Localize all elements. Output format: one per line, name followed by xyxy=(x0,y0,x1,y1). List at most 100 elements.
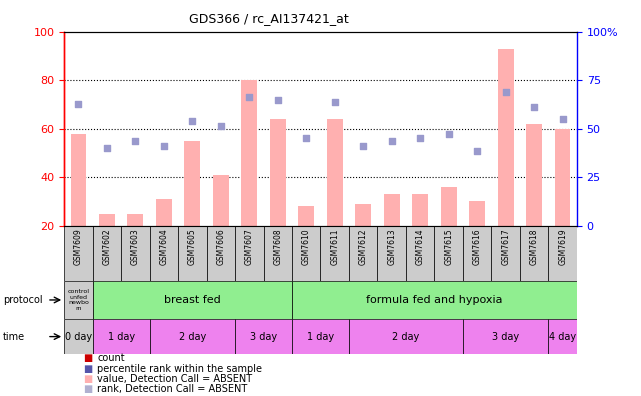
Text: 4 day: 4 day xyxy=(549,331,576,342)
Text: GSM7614: GSM7614 xyxy=(416,228,425,265)
Text: GDS366 / rc_AI137421_at: GDS366 / rc_AI137421_at xyxy=(189,12,349,25)
Point xyxy=(159,143,169,149)
Bar xyxy=(92,281,292,319)
Text: GSM7606: GSM7606 xyxy=(216,228,225,265)
Bar xyxy=(463,319,549,354)
Text: breast fed: breast fed xyxy=(164,295,221,305)
Point xyxy=(387,138,397,144)
Point xyxy=(472,147,482,154)
Point xyxy=(73,101,83,108)
Bar xyxy=(526,124,542,274)
Bar xyxy=(384,194,399,274)
Point xyxy=(187,118,197,125)
Bar xyxy=(149,226,178,281)
Text: GSM7617: GSM7617 xyxy=(501,228,510,265)
Bar xyxy=(492,226,520,281)
Text: 3 day: 3 day xyxy=(250,331,277,342)
Bar xyxy=(498,49,513,274)
Bar xyxy=(206,226,235,281)
Bar xyxy=(549,319,577,354)
Text: GSM7605: GSM7605 xyxy=(188,228,197,265)
Bar xyxy=(292,319,349,354)
Bar xyxy=(71,133,86,274)
Text: GSM7607: GSM7607 xyxy=(245,228,254,265)
Bar xyxy=(92,226,121,281)
Text: GSM7602: GSM7602 xyxy=(103,228,112,265)
Text: 2 day: 2 day xyxy=(179,331,206,342)
Point xyxy=(215,123,226,129)
Bar xyxy=(64,226,92,281)
Text: GSM7612: GSM7612 xyxy=(359,228,368,265)
Bar xyxy=(441,187,456,274)
Point xyxy=(501,89,511,95)
Bar xyxy=(349,226,378,281)
Text: 1 day: 1 day xyxy=(307,331,334,342)
Bar xyxy=(263,226,292,281)
Bar xyxy=(299,206,314,274)
Text: ■: ■ xyxy=(83,374,92,384)
Point xyxy=(102,145,112,151)
Text: GSM7619: GSM7619 xyxy=(558,228,567,265)
Text: GSM7609: GSM7609 xyxy=(74,228,83,265)
Bar xyxy=(349,319,463,354)
Bar xyxy=(320,226,349,281)
Text: 2 day: 2 day xyxy=(392,331,420,342)
Text: ■: ■ xyxy=(83,353,92,364)
Bar xyxy=(355,204,371,274)
Bar xyxy=(156,199,172,274)
Point xyxy=(301,135,312,141)
Bar xyxy=(92,319,149,354)
Bar xyxy=(378,226,406,281)
Bar xyxy=(121,226,149,281)
Text: percentile rank within the sample: percentile rank within the sample xyxy=(97,364,262,374)
Text: GSM7618: GSM7618 xyxy=(529,228,538,265)
Bar xyxy=(235,226,263,281)
Text: GSM7615: GSM7615 xyxy=(444,228,453,265)
Point xyxy=(558,116,568,122)
Text: formula fed and hypoxia: formula fed and hypoxia xyxy=(366,295,503,305)
Bar xyxy=(242,80,257,274)
Text: count: count xyxy=(97,353,125,364)
Bar xyxy=(185,141,200,274)
Text: rank, Detection Call = ABSENT: rank, Detection Call = ABSENT xyxy=(97,384,247,394)
Text: 0 day: 0 day xyxy=(65,331,92,342)
Text: value, Detection Call = ABSENT: value, Detection Call = ABSENT xyxy=(97,374,253,384)
Bar xyxy=(292,281,577,319)
Bar xyxy=(327,119,342,274)
Bar xyxy=(520,226,549,281)
Bar xyxy=(99,213,115,274)
Point xyxy=(444,130,454,137)
Text: GSM7604: GSM7604 xyxy=(160,228,169,265)
Text: GSM7611: GSM7611 xyxy=(330,228,339,265)
Bar xyxy=(149,319,235,354)
Bar xyxy=(463,226,492,281)
Point xyxy=(130,138,140,144)
Point xyxy=(272,96,283,103)
Bar xyxy=(549,226,577,281)
Bar xyxy=(435,226,463,281)
Text: GSM7613: GSM7613 xyxy=(387,228,396,265)
Point xyxy=(415,135,426,141)
Text: 1 day: 1 day xyxy=(108,331,135,342)
Bar xyxy=(292,226,320,281)
Text: protocol: protocol xyxy=(3,295,43,305)
Bar xyxy=(469,202,485,274)
Point xyxy=(529,104,539,110)
Text: GSM7603: GSM7603 xyxy=(131,228,140,265)
Text: control
unfed
newbo
rn: control unfed newbo rn xyxy=(67,289,89,311)
Text: time: time xyxy=(3,331,26,342)
Bar xyxy=(178,226,206,281)
Text: GSM7616: GSM7616 xyxy=(472,228,481,265)
Bar xyxy=(64,319,92,354)
Text: GSM7610: GSM7610 xyxy=(302,228,311,265)
Bar xyxy=(64,281,92,319)
Bar xyxy=(213,175,229,274)
Text: ■: ■ xyxy=(83,384,92,394)
Point xyxy=(244,94,254,100)
Bar xyxy=(128,213,143,274)
Bar xyxy=(555,129,570,274)
Text: 3 day: 3 day xyxy=(492,331,519,342)
Text: ■: ■ xyxy=(83,364,92,374)
Bar xyxy=(270,119,286,274)
Point xyxy=(329,99,340,105)
